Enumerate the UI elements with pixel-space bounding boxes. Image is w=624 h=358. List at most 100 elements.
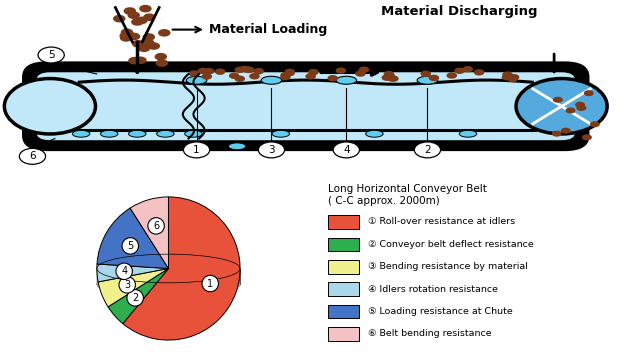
Circle shape [135,16,148,24]
Text: ⑥ Belt bending resistance: ⑥ Belt bending resistance [368,329,492,338]
Circle shape [235,67,245,73]
Wedge shape [97,208,168,268]
Text: Material Discharging: Material Discharging [381,5,537,18]
Circle shape [285,69,295,75]
Circle shape [155,53,167,61]
Circle shape [577,105,587,111]
Circle shape [328,75,338,81]
Ellipse shape [100,130,118,137]
Text: 2: 2 [132,293,139,303]
Polygon shape [97,271,240,286]
Circle shape [502,74,512,80]
Circle shape [561,128,571,134]
Circle shape [122,31,135,39]
Circle shape [142,39,155,47]
FancyBboxPatch shape [328,282,359,296]
Text: Material Loading: Material Loading [209,23,328,36]
Polygon shape [97,273,240,288]
Text: 4: 4 [343,145,349,155]
Circle shape [249,73,260,79]
Circle shape [202,73,212,80]
Polygon shape [97,277,240,293]
Text: 1: 1 [193,145,200,155]
Text: 4: 4 [121,266,127,276]
Text: 3: 3 [124,280,130,290]
Text: ③ Bending resistance by material: ③ Bending resistance by material [368,262,528,271]
Polygon shape [97,275,240,290]
Ellipse shape [72,130,90,137]
Ellipse shape [336,76,357,84]
Circle shape [116,263,132,280]
Text: ② Conveyor belt deflect resistance: ② Conveyor belt deflect resistance [368,240,534,249]
Circle shape [381,74,392,81]
FancyBboxPatch shape [328,260,359,274]
Polygon shape [97,281,240,296]
Circle shape [120,34,132,42]
Circle shape [285,70,295,76]
Text: ④ Idlers rotation resistance: ④ Idlers rotation resistance [368,285,498,294]
Polygon shape [97,276,240,291]
Polygon shape [97,279,240,294]
Polygon shape [97,282,240,298]
Ellipse shape [185,130,202,137]
Circle shape [183,142,210,158]
Ellipse shape [129,130,146,137]
Ellipse shape [459,130,477,137]
Polygon shape [97,274,240,289]
Circle shape [516,78,607,134]
Polygon shape [97,282,240,297]
Circle shape [308,69,319,75]
Circle shape [552,131,562,137]
Ellipse shape [334,143,352,150]
Circle shape [509,74,519,81]
Circle shape [565,107,575,113]
Wedge shape [108,268,168,324]
Circle shape [158,29,170,37]
Circle shape [384,73,395,79]
Circle shape [127,290,144,306]
Circle shape [333,142,359,158]
Wedge shape [97,264,168,282]
FancyBboxPatch shape [36,72,575,140]
Circle shape [244,67,255,73]
Ellipse shape [417,76,438,84]
Wedge shape [123,197,240,340]
Polygon shape [97,280,240,295]
Circle shape [280,74,291,80]
Circle shape [132,40,144,48]
Text: 5: 5 [127,241,134,251]
Circle shape [119,277,135,293]
Circle shape [429,75,439,81]
Circle shape [305,73,316,79]
Text: 1: 1 [207,279,213,289]
Circle shape [454,68,465,74]
Ellipse shape [272,130,290,137]
Circle shape [139,5,152,13]
Circle shape [388,76,399,82]
Circle shape [355,70,366,77]
Text: 6: 6 [153,221,159,231]
Circle shape [148,218,164,234]
Text: ⑤ Loading resistance at Chute: ⑤ Loading resistance at Chute [368,307,513,316]
Circle shape [189,70,200,77]
Circle shape [134,57,147,64]
Polygon shape [97,279,240,294]
Polygon shape [97,274,240,289]
FancyBboxPatch shape [328,327,359,341]
Polygon shape [97,269,240,285]
FancyBboxPatch shape [328,305,359,318]
Circle shape [235,76,245,82]
Circle shape [575,102,585,108]
Circle shape [474,69,484,76]
Text: 2: 2 [424,145,431,155]
FancyBboxPatch shape [328,216,359,229]
Polygon shape [97,272,240,287]
Circle shape [113,15,125,23]
Circle shape [421,71,431,77]
Circle shape [131,18,144,26]
Polygon shape [97,268,240,284]
Circle shape [387,75,397,82]
Circle shape [582,134,592,140]
Ellipse shape [366,130,383,137]
FancyBboxPatch shape [328,238,359,251]
